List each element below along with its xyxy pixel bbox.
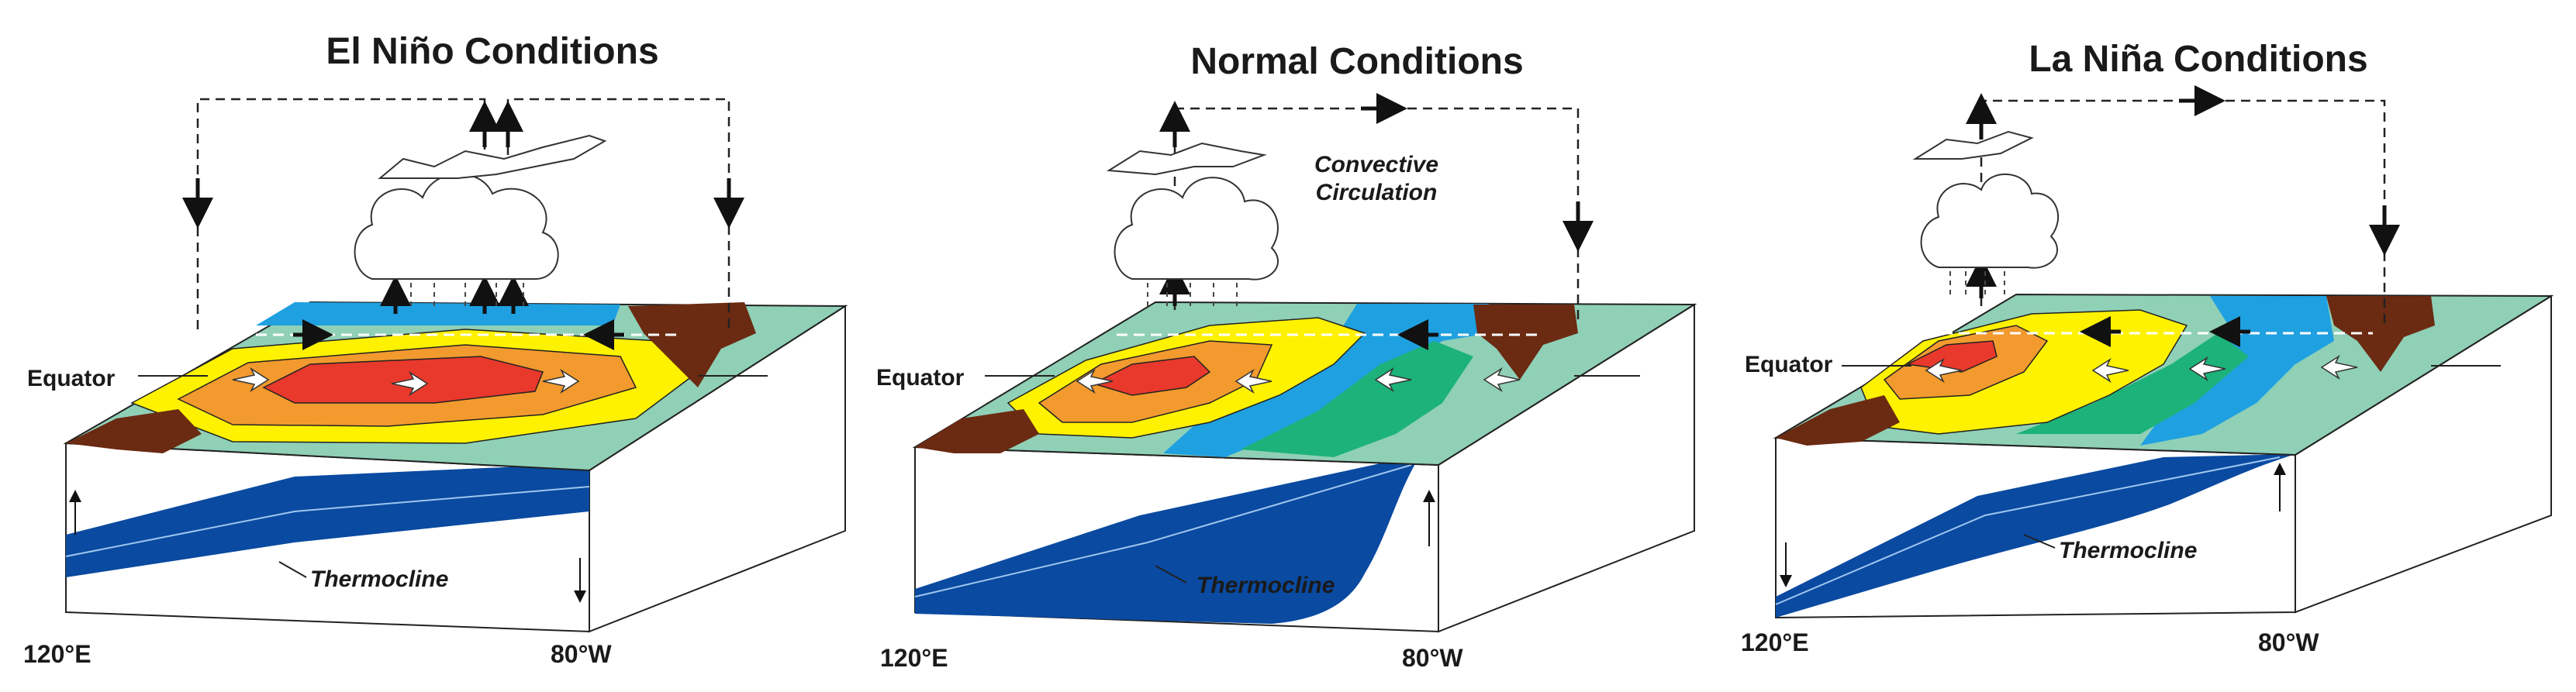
land-west [1776, 395, 1900, 446]
longitude-east-label: 80°W [551, 640, 612, 668]
longitude-east-label: 80°W [1402, 644, 1463, 672]
land-east [1473, 305, 1578, 380]
rain-lines [1147, 283, 1238, 306]
land-east [628, 302, 756, 387]
longitude-west-label: 120°E [23, 640, 92, 668]
panel-title: La Niña Conditions [2029, 39, 2367, 80]
longitude-west-label: 120°E [880, 644, 948, 672]
rain-lines [1949, 271, 2005, 294]
sea-surface [912, 301, 1697, 466]
wind-arrows [1076, 367, 1521, 394]
thermocline-label: Thermocline [2059, 538, 2197, 563]
panel-el-nino: El Niño Conditions [23, 31, 848, 668]
upwelling-arrows [69, 490, 586, 603]
cloud-icon [1912, 130, 2059, 269]
equator-label: Equator [876, 365, 965, 391]
circulation-arrows [1159, 93, 1594, 350]
rain-lines [410, 283, 524, 306]
circulation-label: Circulation [1316, 180, 1438, 205]
cloud-icon [354, 134, 607, 280]
land-west [915, 409, 1039, 453]
thermocline-layer [1776, 454, 2295, 618]
longitude-east-label: 80°W [2258, 628, 2319, 656]
ocean-box [65, 305, 846, 633]
panel-title: El Niño Conditions [326, 31, 658, 72]
equator-label: Equator [27, 366, 116, 391]
panel-title: Normal Conditions [1190, 41, 1523, 82]
land-west [66, 409, 202, 453]
cloud-icon [1106, 142, 1279, 281]
longitude-west-label: 120°E [1741, 628, 1809, 656]
thermocline-layer [66, 463, 589, 577]
land-east [2326, 296, 2435, 372]
thermocline-layer [915, 457, 1419, 624]
ocean-box [1775, 294, 2552, 619]
panel-la-nina: La Niña Conditions [1741, 39, 2554, 656]
circulation-arrows [1966, 85, 2400, 347]
panel-normal: Normal Conditions Co [876, 41, 1697, 672]
circulation-label: Convective [1314, 152, 1438, 177]
wind-arrows [1925, 354, 2358, 384]
upwelling-arrows [1780, 463, 2286, 587]
thermocline-label: Thermocline [1196, 573, 1335, 598]
equator-label: Equator [1745, 352, 1833, 377]
thermocline-label: Thermocline [310, 566, 448, 592]
sea-surface [63, 301, 848, 472]
ocean-box [914, 303, 1695, 633]
circulation-arrows [182, 101, 744, 350]
sea-surface [1773, 293, 2554, 456]
wind-arrows [232, 367, 580, 397]
